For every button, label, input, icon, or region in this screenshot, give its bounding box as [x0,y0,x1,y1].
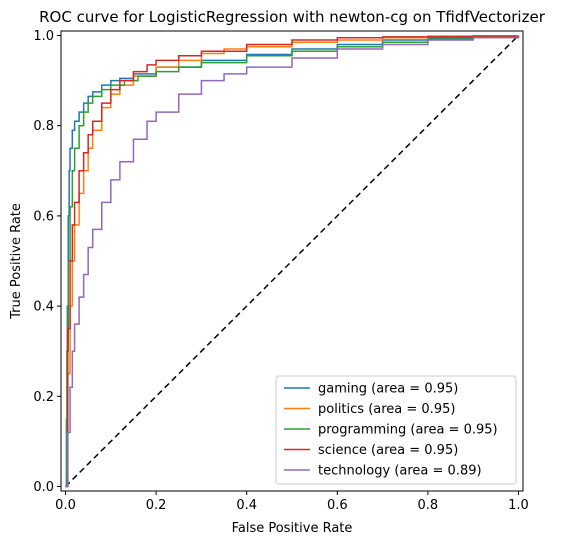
legend: gaming (area = 0.95) politics (area = 0.9… [275,375,517,485]
y-tick-label: 0.2 [33,390,54,405]
y-tick-label: 0.8 [33,119,54,134]
legend-label-gaming: gaming (area = 0.95) [318,382,458,397]
roc-line-science [65,35,520,488]
x-axis: 0.0 0.2 0.4 0.6 0.8 1.0 [55,491,529,513]
roc-line-technology [65,35,520,488]
roc-line-gaming [65,35,520,488]
x-tick-label: 1.0 [508,498,529,513]
chart-title: ROC curve for LogisticRegression with ne… [39,8,546,26]
legend-label-programming: programming (area = 0.95) [318,423,498,438]
y-axis-label: True Positive Rate [9,203,24,320]
x-axis-label: False Positive Rate [232,521,353,536]
y-tick-label: 0.6 [33,209,54,224]
y-tick-label: 0.4 [33,300,54,315]
roc-line-politics [65,35,520,488]
plot-area [65,34,520,488]
y-axis: 0.0 0.2 0.4 0.6 0.8 1.0 [33,29,61,495]
x-tick-label: 0.6 [327,498,348,513]
x-tick-label: 0.4 [236,498,257,513]
x-tick-label: 0.0 [55,498,76,513]
x-tick-label: 0.2 [146,498,167,513]
plot-frame [60,30,524,492]
chance-diagonal-line [65,34,519,488]
legend-label-technology: technology (area = 0.89) [318,464,482,479]
y-tick-label: 1.0 [33,29,54,44]
roc-line-programming [65,35,520,488]
legend-label-politics: politics (area = 0.95) [318,402,455,417]
legend-label-science: science (area = 0.95) [318,443,458,458]
y-tick-label: 0.0 [33,480,54,495]
x-tick-label: 0.8 [418,498,439,513]
legend-box [275,375,517,485]
